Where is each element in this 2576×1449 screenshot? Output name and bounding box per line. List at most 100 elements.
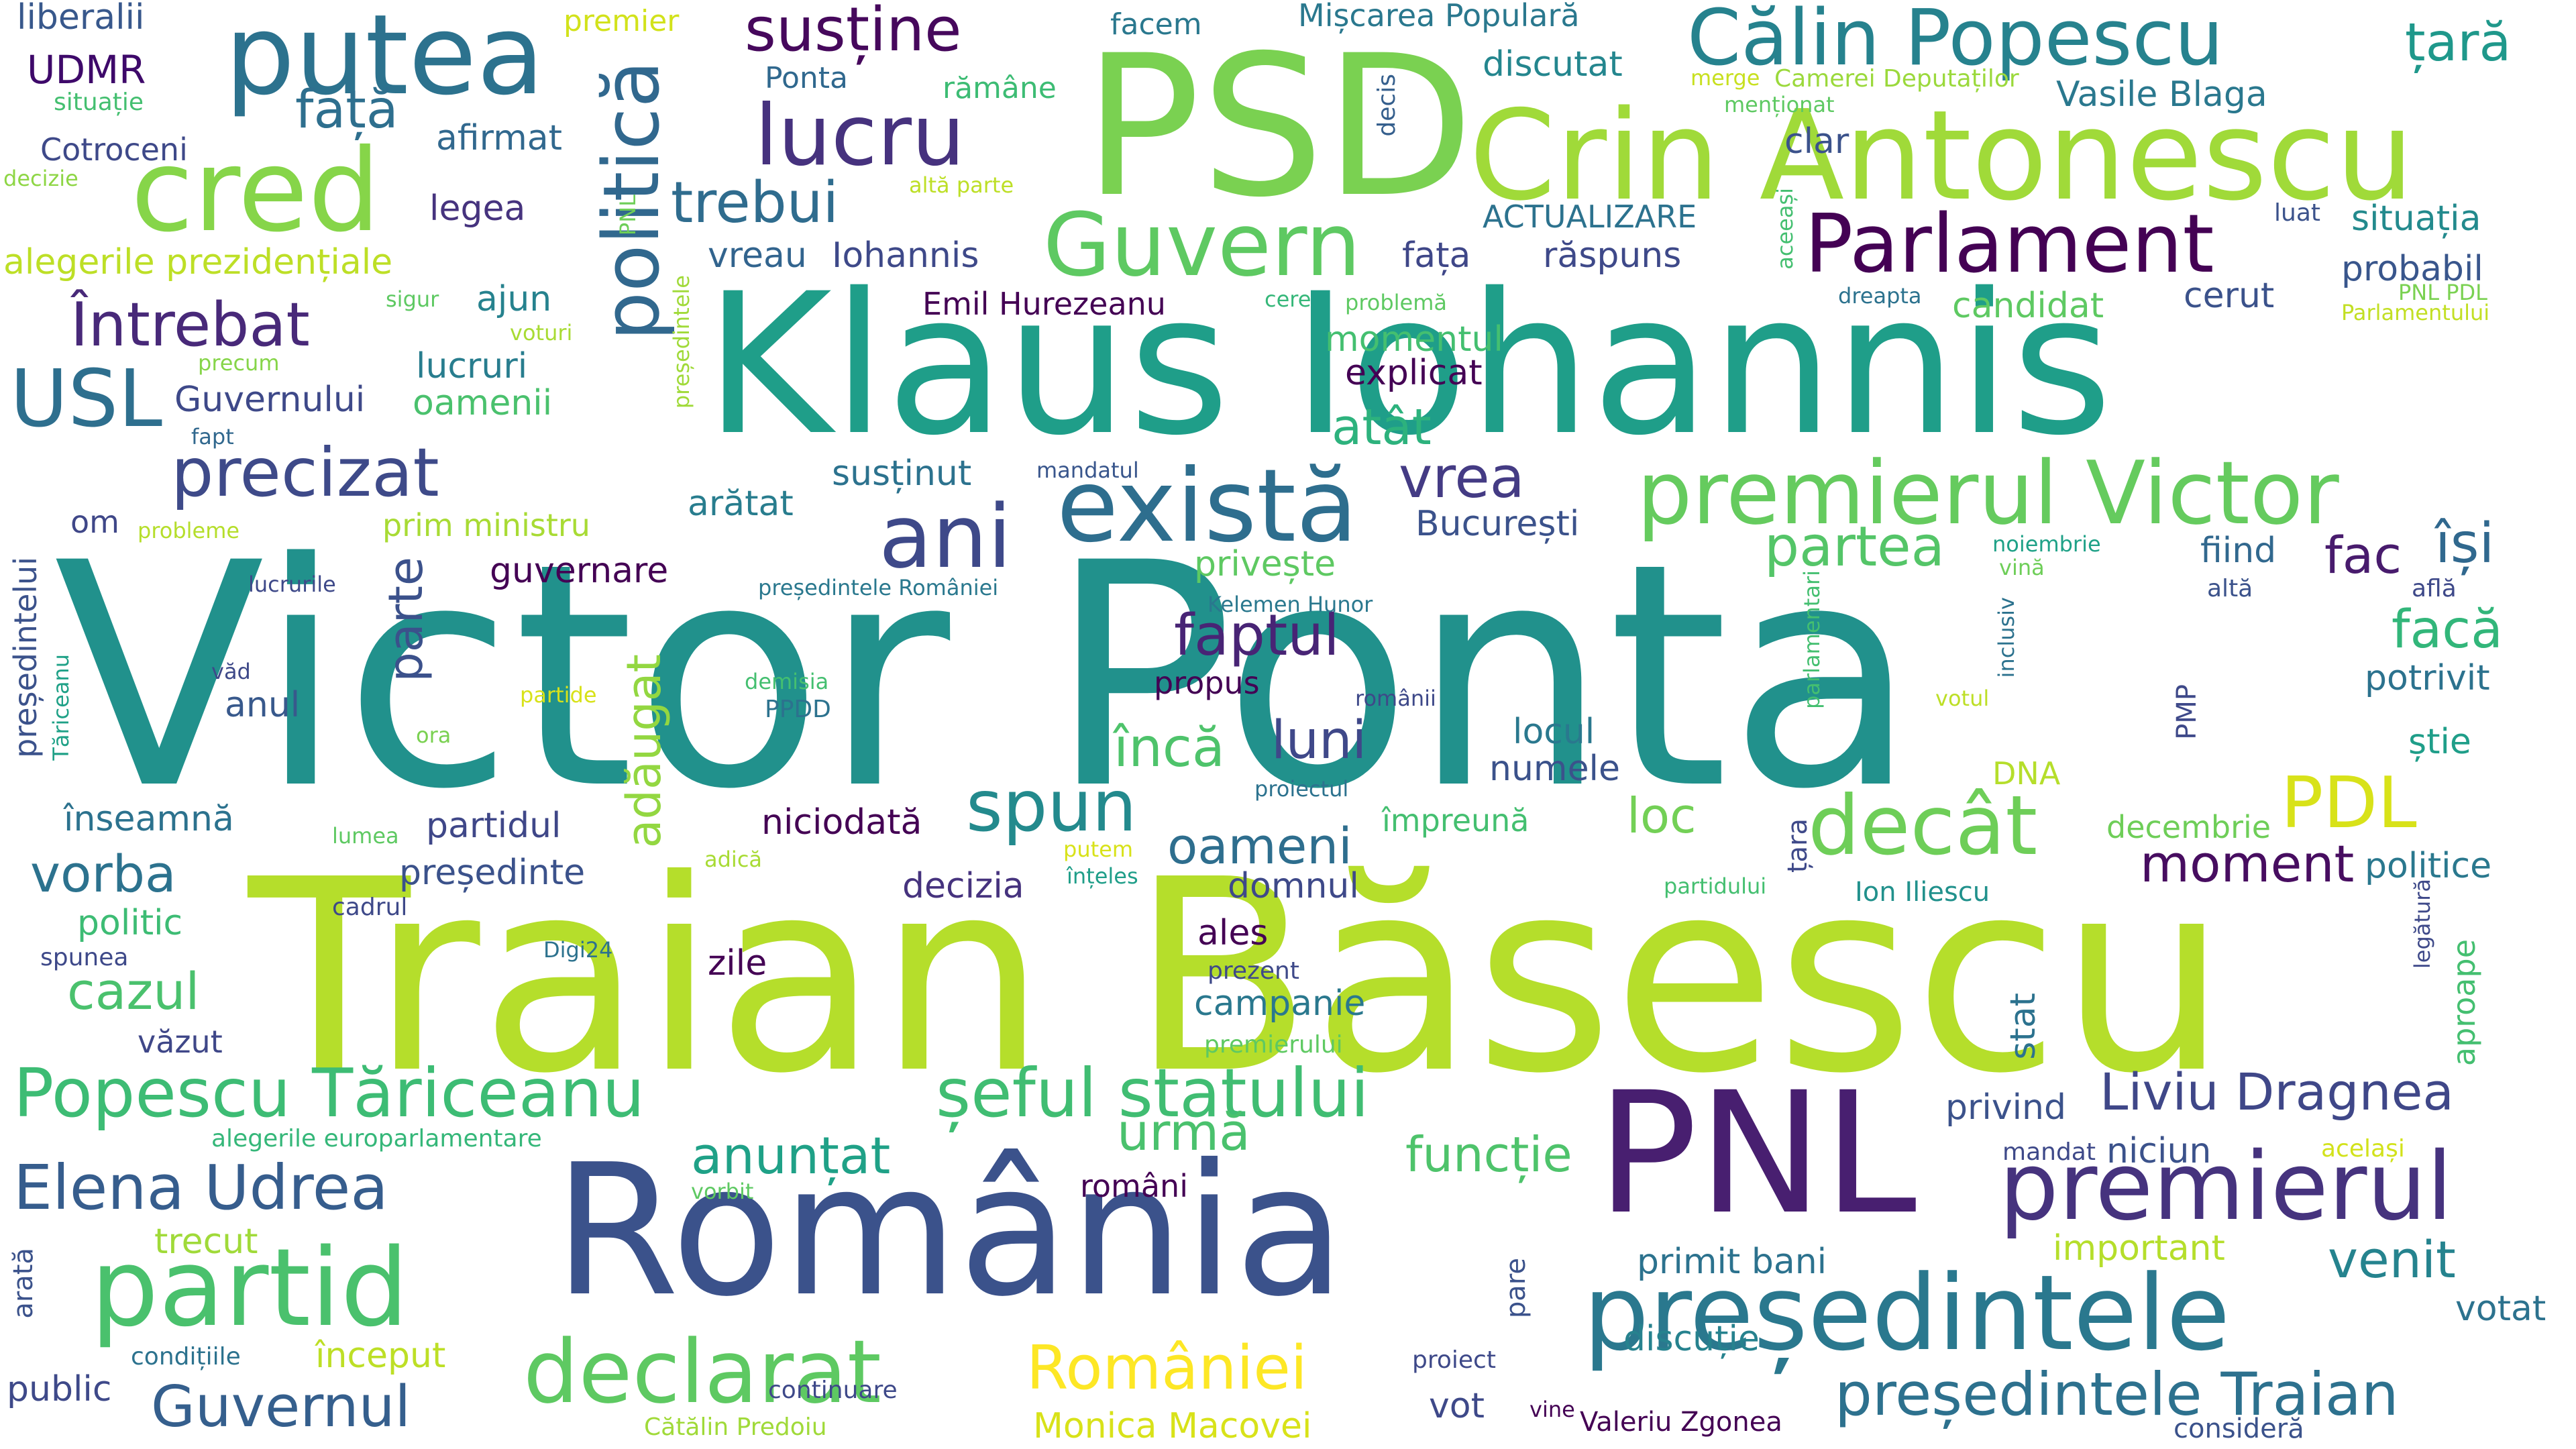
word-faptul: faptul (1174, 602, 1340, 669)
word-catalin-predoiu: Cătălin Predoiu (644, 1413, 827, 1441)
word-conditiile: condițiile (131, 1343, 241, 1371)
word-dna: DNA (1992, 755, 2061, 792)
word-oameni: oameni (1167, 818, 1352, 875)
word-elena-udrea: Elena Udrea (13, 1152, 388, 1224)
word-ajun: ajun (476, 279, 552, 319)
word-aproape: aproape (2446, 939, 2482, 1067)
word-numele: numele (1489, 749, 1620, 789)
word-udmr: UDMR (27, 47, 146, 93)
word-camerei-deputatilor: Camerei Deputaților (1774, 65, 2019, 93)
word-priveste: privește (1194, 544, 1336, 584)
word-premier-small: premier (564, 4, 680, 38)
word-vazut: văzut (138, 1024, 223, 1060)
word-venit: venit (2328, 1230, 2456, 1289)
word-cotroceni: Cotroceni (40, 131, 188, 168)
word-fapt: fapt (191, 424, 234, 449)
word-acelasi: același (2321, 1135, 2405, 1163)
word-parlamentului: Parlamentului (2341, 300, 2490, 325)
word-discutie: discuție (1623, 1319, 1760, 1359)
word-presedinte: președinte (399, 853, 586, 893)
word-vasile-blaga: Vasile Blaga (2056, 74, 2267, 115)
word-tara-vertical: țara (1782, 818, 1813, 873)
word-premierului: premierului (1204, 1031, 1343, 1059)
word-inca: încă (1114, 716, 1225, 779)
word-lumea: lumea (332, 823, 399, 849)
word-voturi: voturi (510, 320, 573, 345)
word-alegerile-europarlamentare: alegerile europarlamentare (211, 1125, 542, 1152)
word-politice: politice (2365, 846, 2492, 886)
word-pnl-pdl: PNL PDL (2398, 280, 2487, 305)
word-clar: clar (1784, 121, 1849, 162)
word-pdl: PDL (2281, 762, 2417, 844)
word-raspuns: răspuns (1543, 235, 1682, 276)
word-partide: partide (520, 682, 597, 708)
word-faca: facă (2392, 600, 2503, 660)
word-fata: față (295, 80, 398, 140)
word-arata: arată (8, 1248, 39, 1319)
word-tara: țară (2405, 13, 2512, 73)
word-partidului: partidului (1664, 873, 1767, 899)
word-seful-statului: șeful statului (936, 1054, 1369, 1132)
word-campanie: campanie (1194, 983, 1366, 1024)
word-emil-hurezeanu: Emil Hurezeanu (922, 286, 1166, 322)
word-oamenii: oamenii (413, 383, 553, 423)
word-domnul: domnul (1228, 866, 1359, 906)
word-merge: merge (1690, 65, 1760, 91)
word-presedintele-large: președintele (1583, 1252, 2231, 1374)
word-guvern: Guvern (1043, 194, 1361, 296)
word-trebui: trebui (671, 170, 839, 236)
word-problema: problemă (1345, 290, 1448, 315)
word-spunea: spunea (40, 944, 129, 971)
word-votat: votat (2455, 1289, 2546, 1329)
word-cerut: cerut (2184, 276, 2275, 316)
word-monica-macovei: Monica Macovei (1033, 1406, 1312, 1446)
word-trecut: trecut (154, 1222, 258, 1262)
word-decis: decis (1373, 74, 1401, 137)
word-potrivit: potrivit (2365, 658, 2490, 698)
word-probabil: probabil (2341, 249, 2483, 289)
word-vorba: vorba (30, 844, 176, 904)
word-vad: văd (211, 659, 251, 684)
word-decat: decât (1808, 778, 2038, 873)
word-ion-iliescu: Ion Iliescu (1855, 877, 1990, 908)
word-considera: consideră (2174, 1413, 2304, 1444)
word-pare: pare (1501, 1258, 1532, 1319)
word-facem: facem (1110, 7, 1202, 42)
word-partid: partid (91, 1225, 409, 1350)
word-presedintele-traian: președintele Traian (1835, 1360, 2399, 1429)
word-atat: atât (1332, 398, 1432, 456)
word-zile: zile (708, 943, 767, 983)
word-tariceanu-vertical: Tăriceanu (48, 654, 74, 761)
word-situatia: situația (2351, 199, 2481, 239)
word-inteles: înțeles (1067, 863, 1138, 889)
word-stat: stat (2003, 993, 2043, 1060)
word-alta-parte: altă parte (909, 172, 1014, 198)
word-parte: parte (378, 557, 433, 682)
word-bucuresti: București (1415, 504, 1580, 544)
word-prezent: prezent (1208, 957, 1299, 985)
word-ani: ani (879, 486, 1012, 588)
word-spun: spun (966, 765, 1137, 847)
word-stie: știe (2408, 722, 2471, 762)
word-guvernul: Guvernul (151, 1374, 411, 1440)
word-parlament: Parlament (1805, 198, 2214, 291)
word-dreapta: dreapta (1838, 283, 1922, 309)
word-vreau: vreau (708, 235, 807, 276)
word-alegerile-prezidentiale: alegerile prezidențiale (3, 242, 393, 282)
word-klaus-iohannis: Klaus Iohannis (704, 252, 2113, 478)
word-anuntat: anunțat (691, 1126, 891, 1185)
word-lucrurile: lucrurile (248, 572, 336, 597)
word-traian-basescu: Traian Băsescu (248, 823, 2228, 1132)
word-loc: loc (1627, 788, 1697, 844)
word-niciun: niciun (2106, 1131, 2212, 1171)
word-presedintele-romaniei: președintele României (758, 575, 999, 600)
word-fata-accent: fața (1402, 235, 1471, 276)
word-noiembrie: noiembrie (1992, 531, 2101, 557)
word-calin-popescu: Călin Popescu (1687, 0, 2224, 83)
word-sigur: sigur (386, 286, 439, 312)
word-prim-ministru: prim ministru (382, 507, 590, 543)
word-adica: adică (704, 847, 763, 872)
word-proiectul: proiectul (1254, 776, 1349, 802)
word-parlamentari: parlamentari (1799, 570, 1825, 709)
word-important: important (2053, 1228, 2225, 1269)
